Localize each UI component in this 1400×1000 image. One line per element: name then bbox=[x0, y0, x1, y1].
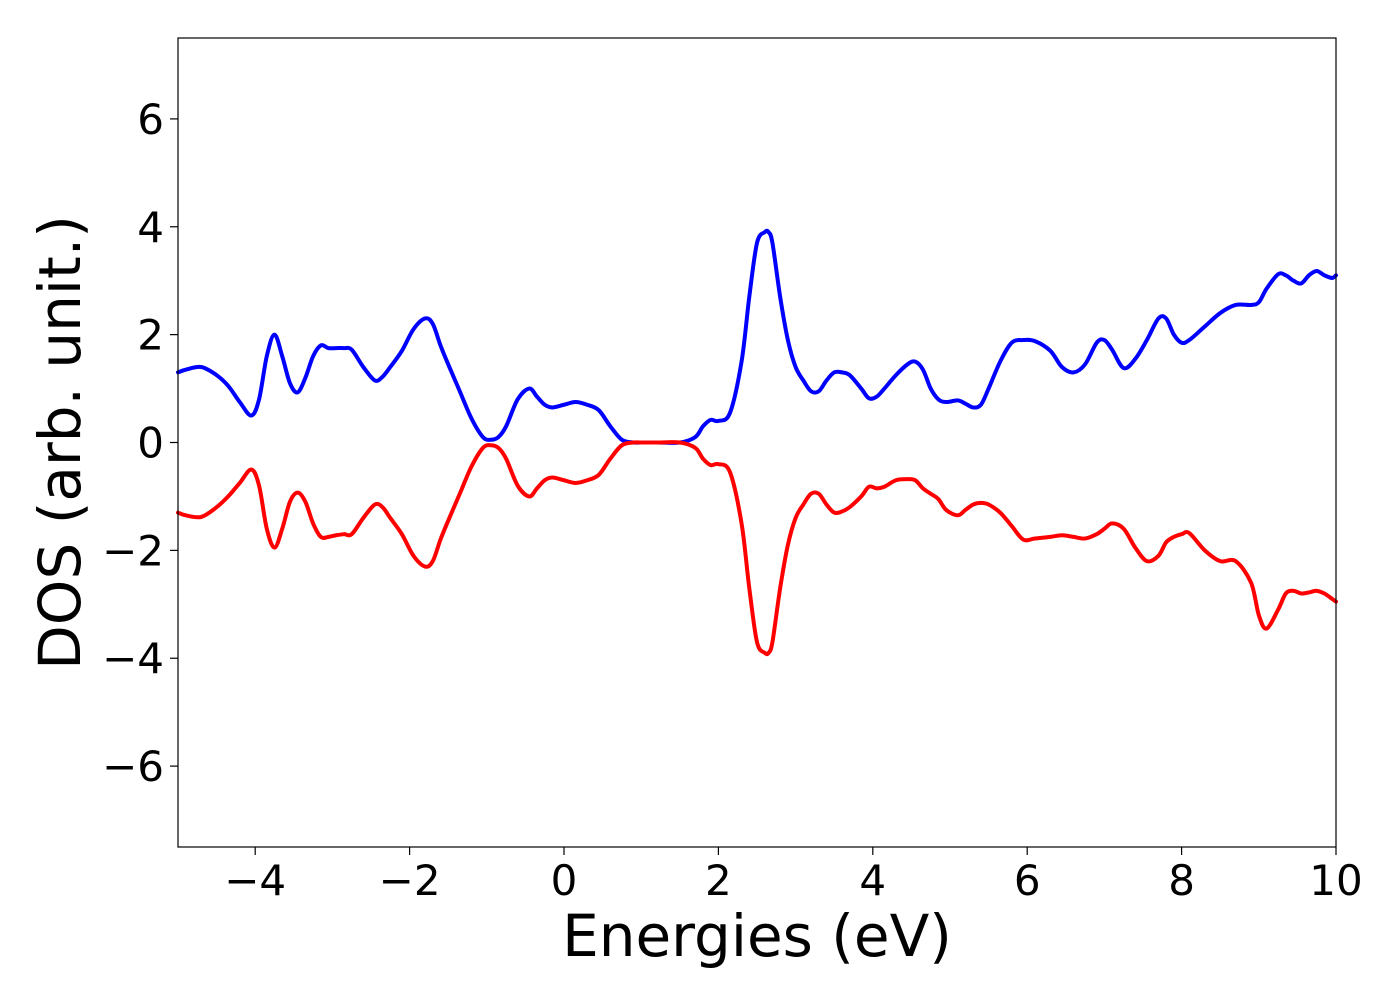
spin-down-dos-line bbox=[176, 440, 1338, 657]
spin-up-dos-line bbox=[176, 228, 1338, 445]
x-tick-label: 6 bbox=[1014, 856, 1041, 905]
x-tick-label: 0 bbox=[551, 856, 578, 905]
y-tick-label: 6 bbox=[137, 95, 164, 144]
y-tick-label: −4 bbox=[102, 634, 164, 683]
x-tick-label: 2 bbox=[705, 856, 732, 905]
x-tick-label: 8 bbox=[1168, 856, 1195, 905]
y-axis: −6 −4 −2 0 2 4 6 bbox=[102, 95, 178, 791]
y-tick-label: 2 bbox=[137, 311, 164, 360]
y-tick-label: −2 bbox=[102, 526, 164, 575]
y-axis-label: DOS (arb. unit.) bbox=[26, 215, 94, 670]
x-tick-label: −4 bbox=[224, 856, 286, 905]
y-tick-label: 4 bbox=[137, 203, 164, 252]
y-tick-label: 0 bbox=[137, 419, 164, 468]
x-axis: −4 −2 0 2 4 6 8 10 bbox=[224, 847, 1363, 905]
x-tick-label: 10 bbox=[1309, 856, 1362, 905]
series-layer bbox=[176, 228, 1338, 657]
plot-frame bbox=[177, 37, 1337, 848]
x-tick-label: −2 bbox=[379, 856, 441, 905]
x-tick-label: 4 bbox=[859, 856, 886, 905]
x-axis-label: Energies (eV) bbox=[562, 902, 952, 970]
y-tick-label: −6 bbox=[102, 742, 164, 791]
